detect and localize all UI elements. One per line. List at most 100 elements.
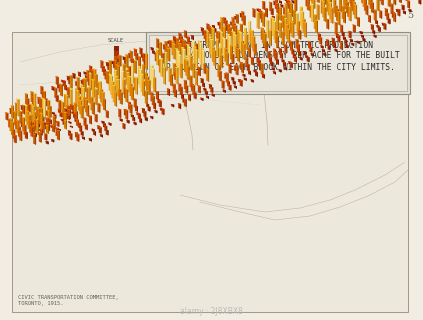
Polygon shape <box>236 48 240 49</box>
Polygon shape <box>180 63 183 78</box>
Polygon shape <box>53 114 56 119</box>
Polygon shape <box>86 105 89 116</box>
Polygon shape <box>76 103 77 117</box>
Polygon shape <box>175 48 179 50</box>
Polygon shape <box>175 37 176 43</box>
Polygon shape <box>85 124 88 130</box>
Polygon shape <box>261 66 262 71</box>
Polygon shape <box>250 48 251 58</box>
Polygon shape <box>73 102 77 104</box>
Polygon shape <box>155 78 156 93</box>
Polygon shape <box>300 6 303 26</box>
Polygon shape <box>87 100 88 113</box>
Polygon shape <box>73 113 76 118</box>
Polygon shape <box>189 55 192 57</box>
Polygon shape <box>246 28 247 47</box>
Polygon shape <box>252 8 255 10</box>
Polygon shape <box>87 125 88 131</box>
Polygon shape <box>289 13 291 30</box>
Polygon shape <box>217 31 220 43</box>
Polygon shape <box>66 95 67 108</box>
Polygon shape <box>141 54 144 58</box>
Polygon shape <box>214 29 215 46</box>
Polygon shape <box>51 106 52 118</box>
Polygon shape <box>126 69 128 85</box>
Polygon shape <box>332 8 333 24</box>
Polygon shape <box>300 30 301 40</box>
Polygon shape <box>270 8 274 9</box>
Polygon shape <box>39 108 43 109</box>
Polygon shape <box>147 54 148 70</box>
Polygon shape <box>264 33 266 48</box>
Polygon shape <box>334 38 335 45</box>
Polygon shape <box>339 25 343 26</box>
Polygon shape <box>58 122 59 127</box>
Polygon shape <box>31 122 34 129</box>
Polygon shape <box>233 34 237 36</box>
Polygon shape <box>334 49 338 50</box>
Polygon shape <box>381 0 382 2</box>
Polygon shape <box>66 85 67 91</box>
Polygon shape <box>328 20 329 30</box>
Polygon shape <box>23 122 24 128</box>
Polygon shape <box>143 58 146 60</box>
Polygon shape <box>106 126 107 132</box>
Polygon shape <box>200 86 201 94</box>
Polygon shape <box>140 57 141 68</box>
Polygon shape <box>123 109 127 110</box>
Polygon shape <box>222 80 224 89</box>
Polygon shape <box>169 42 170 45</box>
Polygon shape <box>64 94 67 108</box>
Polygon shape <box>201 78 203 84</box>
Polygon shape <box>242 13 243 18</box>
Polygon shape <box>96 82 100 83</box>
Polygon shape <box>135 52 138 60</box>
Polygon shape <box>240 11 244 12</box>
Polygon shape <box>262 29 265 44</box>
Polygon shape <box>161 60 162 74</box>
Polygon shape <box>179 63 183 64</box>
Polygon shape <box>164 53 165 64</box>
Polygon shape <box>184 80 187 90</box>
Polygon shape <box>19 130 22 141</box>
Polygon shape <box>71 89 72 106</box>
Polygon shape <box>183 99 187 100</box>
Polygon shape <box>197 44 198 52</box>
Polygon shape <box>198 41 201 59</box>
Polygon shape <box>102 61 103 69</box>
Polygon shape <box>47 100 50 114</box>
Polygon shape <box>357 41 360 44</box>
Polygon shape <box>42 122 46 123</box>
Polygon shape <box>58 129 61 131</box>
Polygon shape <box>233 81 236 85</box>
Polygon shape <box>324 0 325 1</box>
Polygon shape <box>112 61 115 65</box>
Polygon shape <box>89 115 92 124</box>
Polygon shape <box>81 87 85 88</box>
Polygon shape <box>336 8 339 21</box>
Polygon shape <box>275 49 276 58</box>
Polygon shape <box>87 77 91 78</box>
Polygon shape <box>356 17 360 18</box>
Polygon shape <box>168 41 170 44</box>
Polygon shape <box>25 105 28 122</box>
Polygon shape <box>126 89 127 99</box>
Polygon shape <box>242 74 245 77</box>
Polygon shape <box>203 30 206 31</box>
Polygon shape <box>152 50 155 54</box>
Polygon shape <box>74 74 75 79</box>
Polygon shape <box>173 105 174 108</box>
Polygon shape <box>133 98 137 100</box>
Polygon shape <box>281 59 284 60</box>
Polygon shape <box>139 68 142 89</box>
Polygon shape <box>240 32 243 52</box>
Polygon shape <box>288 61 291 62</box>
Polygon shape <box>321 0 325 2</box>
Polygon shape <box>211 25 215 26</box>
Polygon shape <box>8 119 11 128</box>
Polygon shape <box>304 22 307 37</box>
Polygon shape <box>91 74 92 90</box>
Polygon shape <box>93 68 96 70</box>
Polygon shape <box>62 80 66 81</box>
Polygon shape <box>119 92 123 93</box>
